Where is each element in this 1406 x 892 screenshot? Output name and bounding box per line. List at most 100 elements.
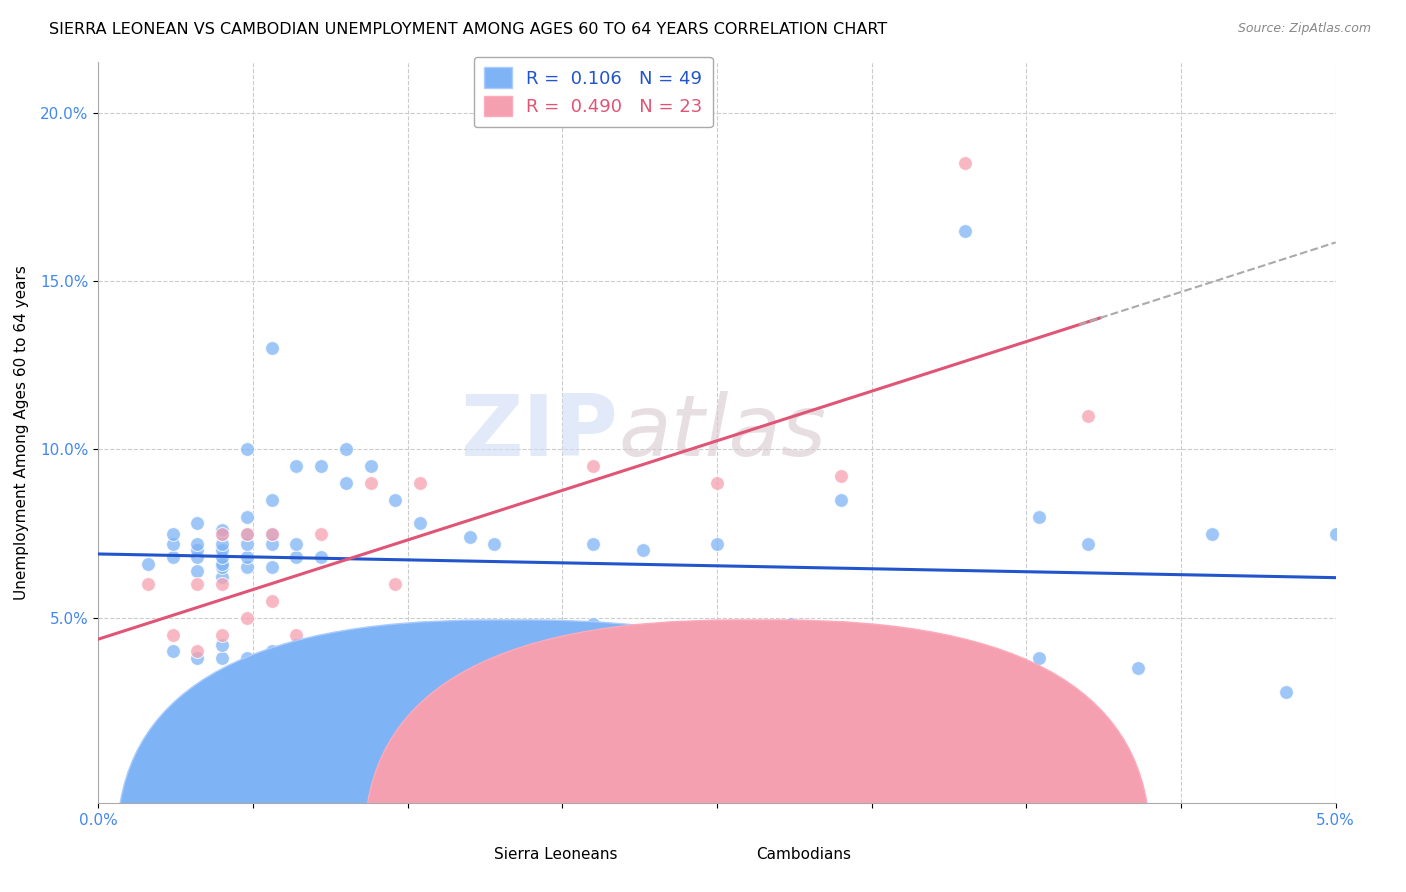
Point	[309, 459, 332, 474]
Text: ZIP: ZIP	[460, 391, 619, 475]
Point	[186, 651, 208, 665]
Point	[360, 651, 382, 665]
Point	[285, 638, 308, 652]
Point	[285, 644, 308, 658]
Point	[953, 224, 976, 238]
Point	[162, 526, 184, 541]
Point	[186, 577, 208, 591]
Point	[484, 536, 506, 550]
Point	[211, 638, 233, 652]
Point	[533, 678, 555, 692]
Legend: R =  0.106   N = 49, R =  0.490   N = 23: R = 0.106 N = 49, R = 0.490 N = 23	[474, 57, 713, 128]
Point	[582, 536, 605, 550]
Point	[1028, 509, 1050, 524]
Text: Source: ZipAtlas.com: Source: ZipAtlas.com	[1237, 22, 1371, 36]
Point	[211, 536, 233, 550]
Point	[236, 560, 259, 574]
Point	[211, 557, 233, 571]
Point	[409, 476, 432, 491]
Point	[309, 644, 332, 658]
Text: Cambodians: Cambodians	[756, 847, 851, 863]
Point	[236, 550, 259, 565]
Point	[236, 509, 259, 524]
Point	[236, 651, 259, 665]
Point	[186, 564, 208, 578]
Point	[879, 638, 901, 652]
Point	[285, 459, 308, 474]
Point	[706, 627, 728, 641]
Point	[236, 442, 259, 457]
Point	[409, 516, 432, 531]
Point	[186, 516, 208, 531]
Point	[309, 526, 332, 541]
Point	[335, 442, 357, 457]
Point	[1077, 409, 1099, 423]
Point	[186, 550, 208, 565]
Point	[409, 638, 432, 652]
Point	[384, 492, 406, 507]
Point	[260, 644, 283, 658]
Point	[211, 523, 233, 537]
Point	[360, 476, 382, 491]
Point	[236, 610, 259, 624]
Point	[360, 459, 382, 474]
Point	[260, 594, 283, 608]
Text: atlas: atlas	[619, 391, 827, 475]
Point	[162, 550, 184, 565]
Point	[1201, 526, 1223, 541]
Point	[211, 627, 233, 641]
Point	[162, 627, 184, 641]
Point	[1077, 536, 1099, 550]
Point	[186, 543, 208, 558]
Point	[335, 644, 357, 658]
FancyBboxPatch shape	[364, 620, 1150, 892]
Point	[1275, 685, 1298, 699]
Text: SIERRA LEONEAN VS CAMBODIAN UNEMPLOYMENT AMONG AGES 60 TO 64 YEARS CORRELATION C: SIERRA LEONEAN VS CAMBODIAN UNEMPLOYMENT…	[49, 22, 887, 37]
Point	[285, 627, 308, 641]
Point	[162, 644, 184, 658]
Point	[186, 644, 208, 658]
Point	[309, 550, 332, 565]
Point	[236, 536, 259, 550]
Point	[136, 557, 159, 571]
Point	[260, 526, 283, 541]
Point	[1126, 661, 1149, 675]
Point	[335, 476, 357, 491]
Point	[1028, 651, 1050, 665]
Point	[458, 530, 481, 544]
Point	[236, 526, 259, 541]
Point	[211, 550, 233, 565]
Point	[236, 526, 259, 541]
Point	[830, 492, 852, 507]
Point	[953, 156, 976, 170]
Point	[830, 638, 852, 652]
Point	[830, 469, 852, 483]
Point	[260, 342, 283, 356]
Point	[211, 543, 233, 558]
Point	[260, 526, 283, 541]
Point	[186, 536, 208, 550]
Point	[211, 651, 233, 665]
Point	[260, 492, 283, 507]
Point	[706, 536, 728, 550]
FancyBboxPatch shape	[117, 620, 903, 892]
Point	[631, 543, 654, 558]
Point	[484, 651, 506, 665]
Point	[582, 459, 605, 474]
Point	[260, 536, 283, 550]
Y-axis label: Unemployment Among Ages 60 to 64 years: Unemployment Among Ages 60 to 64 years	[14, 265, 30, 600]
Point	[384, 577, 406, 591]
Point	[1324, 526, 1347, 541]
Point	[285, 536, 308, 550]
Point	[285, 550, 308, 565]
Point	[260, 560, 283, 574]
Point	[211, 526, 233, 541]
Point	[162, 536, 184, 550]
Point	[211, 577, 233, 591]
Point	[211, 570, 233, 584]
Point	[211, 526, 233, 541]
Point	[582, 617, 605, 632]
Point	[136, 577, 159, 591]
Point	[706, 476, 728, 491]
Point	[780, 617, 803, 632]
